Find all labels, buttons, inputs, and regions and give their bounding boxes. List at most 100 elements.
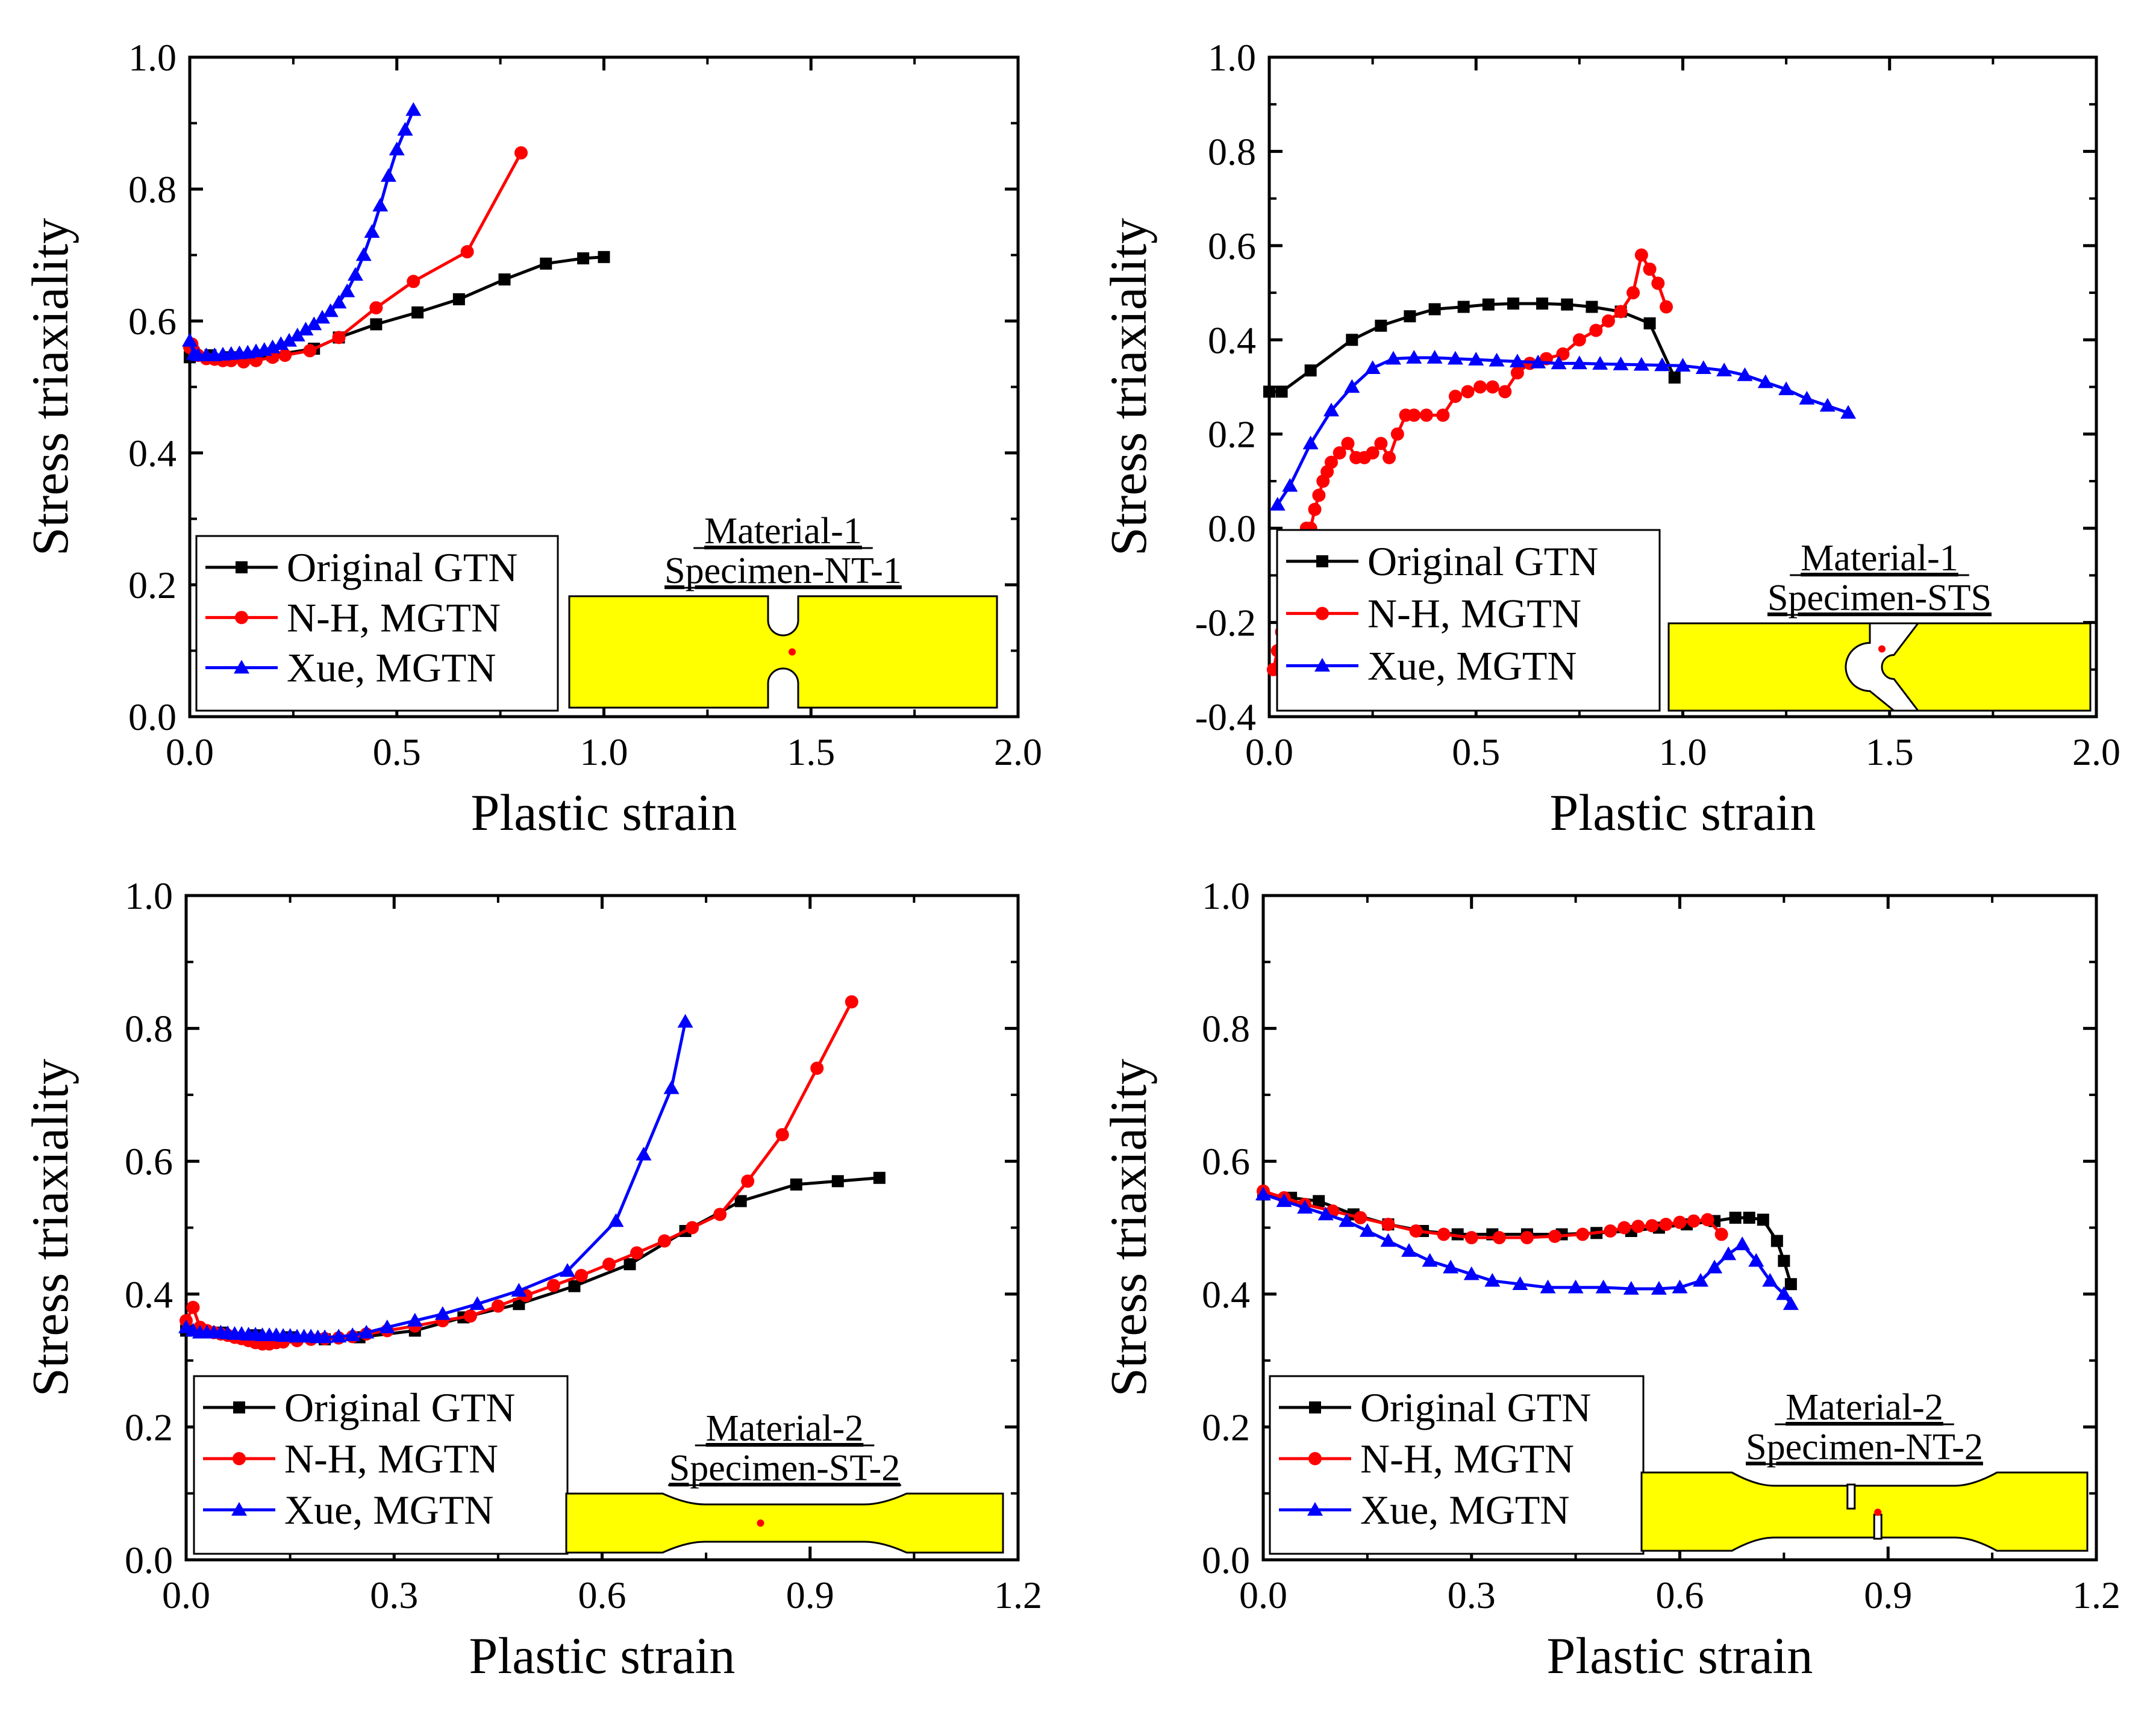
data-point bbox=[1576, 1227, 1590, 1241]
data-point bbox=[1464, 1231, 1478, 1245]
data-point bbox=[1604, 1224, 1617, 1238]
data-point bbox=[658, 1234, 672, 1248]
data-point bbox=[1463, 1266, 1480, 1280]
data-point bbox=[306, 316, 322, 331]
data-point bbox=[630, 1246, 644, 1260]
data-point bbox=[1263, 385, 1275, 398]
data-point bbox=[1743, 1211, 1755, 1224]
data-point bbox=[511, 1283, 527, 1297]
data-point bbox=[1613, 356, 1629, 370]
data-point bbox=[434, 1306, 451, 1320]
data-point bbox=[186, 1300, 200, 1314]
data-point bbox=[1407, 408, 1421, 422]
data-point bbox=[1507, 298, 1520, 310]
data-point bbox=[1571, 355, 1587, 370]
x-tick-label: 0.0 bbox=[1239, 1574, 1287, 1616]
data-point bbox=[407, 1312, 423, 1327]
data-point bbox=[1589, 323, 1603, 337]
data-point bbox=[281, 332, 297, 347]
data-point bbox=[1380, 1233, 1396, 1247]
legend-swatch-marker bbox=[231, 1502, 247, 1516]
y-tick-label: 0.4 bbox=[128, 432, 177, 475]
data-point bbox=[411, 306, 424, 319]
legend-swatch-marker bbox=[236, 561, 248, 573]
y-axis-label: Stress triaxiality bbox=[1099, 218, 1157, 556]
data-point bbox=[1668, 371, 1681, 384]
legend: Original GTN N-H, MGTN Xue, MGTN bbox=[1269, 1375, 1645, 1555]
data-point bbox=[1312, 488, 1326, 502]
legend-entry-label: N-H, MGTN bbox=[287, 594, 501, 640]
data-point bbox=[379, 1319, 395, 1333]
data-point bbox=[686, 1221, 699, 1235]
data-point bbox=[1643, 262, 1657, 276]
data-point bbox=[1339, 1213, 1355, 1227]
data-point bbox=[1473, 380, 1487, 394]
data-point bbox=[831, 1175, 844, 1188]
x-axis-label: Plastic strain bbox=[471, 784, 737, 841]
legend-box bbox=[1269, 1375, 1645, 1555]
legend-entry-label: N-H, MGTN bbox=[284, 1436, 498, 1482]
x-tick-label: 1.2 bbox=[2072, 1574, 2120, 1616]
x-tick-label: 0.9 bbox=[1864, 1574, 1912, 1616]
chart-panel-2: 0.0 0.5 1.0 1.5 2.0 -0.4 -0.2 0.0 0.2 0.4 0.6 0.8 1.… bbox=[1099, 36, 2120, 841]
specimen-shape bbox=[568, 595, 998, 709]
legend-swatch-marker bbox=[1316, 606, 1329, 620]
data-point bbox=[1374, 437, 1388, 450]
data-point bbox=[873, 1171, 886, 1184]
data-point bbox=[1693, 1273, 1709, 1287]
y-tick-label: 0.2 bbox=[128, 564, 177, 606]
data-point bbox=[345, 1327, 361, 1341]
data-point bbox=[1778, 381, 1795, 396]
series-line bbox=[1269, 302, 1676, 393]
data-point bbox=[1436, 408, 1450, 422]
data-point bbox=[1447, 351, 1463, 365]
x-tick-label: 2.0 bbox=[2072, 731, 2120, 773]
chart-panel-4: 0.0 0.3 0.6 0.9 1.2 0.0 0.2 0.4 0.6 0.8 1.0 Plastic… bbox=[1099, 874, 2120, 1684]
data-point bbox=[1840, 405, 1857, 419]
legend-swatch-marker bbox=[1309, 1401, 1321, 1413]
data-point bbox=[1651, 1280, 1667, 1295]
data-point bbox=[322, 303, 339, 317]
data-point bbox=[1659, 1217, 1673, 1231]
y-tick-label: 0.6 bbox=[125, 1140, 173, 1183]
specimen-shape bbox=[1640, 1471, 2089, 1552]
data-point bbox=[348, 267, 363, 281]
data-point bbox=[1457, 301, 1470, 313]
data-point bbox=[1401, 1243, 1417, 1257]
y-tick-label: 1.0 bbox=[128, 36, 177, 79]
series-original-gtn bbox=[180, 1171, 886, 1345]
data-point bbox=[1308, 502, 1322, 516]
data-point bbox=[370, 318, 383, 331]
data-point bbox=[734, 1195, 747, 1208]
data-point bbox=[1633, 357, 1649, 371]
data-point bbox=[1282, 478, 1298, 492]
legend-swatch-marker bbox=[233, 1452, 246, 1465]
x-tick-label: 0.5 bbox=[373, 731, 421, 773]
legend-swatch-marker bbox=[1307, 1502, 1323, 1516]
y-tick-label: 0.8 bbox=[125, 1008, 173, 1050]
data-point bbox=[1737, 367, 1753, 381]
y-tick-label: 0.4 bbox=[1202, 1273, 1250, 1316]
x-tick-label: 0.3 bbox=[370, 1574, 418, 1616]
data-point bbox=[713, 1208, 727, 1221]
data-point bbox=[1617, 1221, 1631, 1235]
series-n-h-mgtn bbox=[180, 995, 858, 1351]
data-point bbox=[790, 1178, 802, 1191]
y-tick-label: -0.2 bbox=[1195, 602, 1256, 644]
data-point bbox=[775, 1128, 789, 1142]
data-point bbox=[1623, 1280, 1639, 1295]
data-point bbox=[559, 1263, 575, 1277]
data-point bbox=[1770, 1235, 1783, 1247]
data-point bbox=[1784, 1278, 1797, 1291]
x-tick-label: 0.0 bbox=[162, 1574, 210, 1616]
x-tick-label: 0.0 bbox=[1245, 731, 1293, 773]
specimen-shape bbox=[565, 1492, 1004, 1554]
legend-swatch-marker bbox=[1308, 1452, 1322, 1465]
data-point bbox=[568, 1280, 581, 1292]
legend-entry-label: Xue, MGTN bbox=[284, 1487, 494, 1533]
data-point bbox=[498, 273, 511, 286]
data-point bbox=[1359, 1223, 1375, 1237]
specimen-critical-point bbox=[757, 1519, 764, 1527]
data-point bbox=[1443, 1259, 1459, 1274]
